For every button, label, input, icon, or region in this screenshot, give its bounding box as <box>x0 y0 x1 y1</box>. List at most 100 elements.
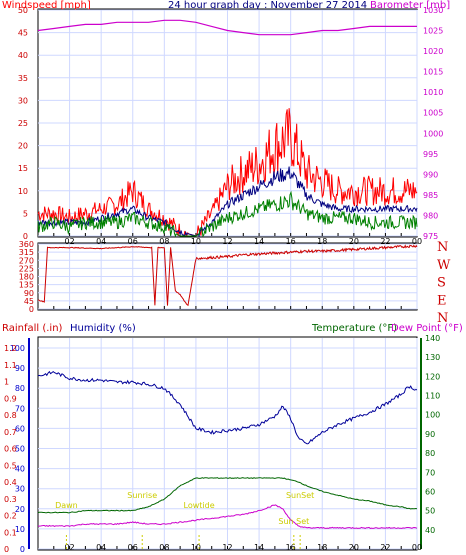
rainfall-tick-label: 0.2 <box>4 512 17 521</box>
series-layer <box>37 19 418 529</box>
winddir-tick-label: 0 <box>29 305 34 314</box>
grid-layer <box>28 9 422 550</box>
winddir-tick-label: 45 <box>24 297 34 306</box>
x-tick-label: 14 <box>254 237 264 246</box>
temperature-axis-label: Temperature (°F) <box>311 323 397 334</box>
rainfall-tick-label: 0.3 <box>4 495 17 504</box>
windspeed-tick-label: 30 <box>18 96 28 105</box>
x-tick-label: 00 <box>412 237 422 246</box>
barometer-tick-label: 975 <box>423 232 438 241</box>
humidity-tick-label: 20 <box>15 505 25 514</box>
windspeed-axis-label: Windspeed [mph] <box>2 0 91 11</box>
x-tick-label: 04 <box>96 237 106 246</box>
rainfall-tick-label: 1.1 <box>4 361 17 370</box>
winddir-tick-label: 225 <box>19 264 34 273</box>
windspeed-tick-label: 35 <box>18 74 28 83</box>
x-tick-label: 02 <box>64 543 74 552</box>
windspeed-tick-label: 25 <box>18 119 28 128</box>
x-tick-label: 18 <box>317 237 327 246</box>
x-tick-label: 02 <box>64 237 74 246</box>
x-tick-label: 08 <box>159 237 169 246</box>
barometer-tick-label: 1000 <box>423 129 443 138</box>
compass-label-n: N <box>437 311 448 326</box>
rainfall-tick-label: 0.4 <box>4 478 17 487</box>
x-tick-label: 08 <box>159 543 169 552</box>
humidity-tick-label: 40 <box>15 465 25 474</box>
windspeed-tick-label: 50 <box>18 6 28 15</box>
temperature-tick-label: 50 <box>425 507 435 516</box>
x-tick-label: 12 <box>222 237 232 246</box>
x-tick-label: 16 <box>286 237 296 246</box>
rainfall-tick-label: 0.7 <box>4 428 17 437</box>
temperature-tick-label: 110 <box>425 392 440 401</box>
windspeed-tick-label: 0 <box>23 232 28 241</box>
x-tick-label: 10 <box>191 543 201 552</box>
barometer-tick-label: 990 <box>423 170 438 179</box>
sun-events-layer: Dawn Sunrise Lowtide SunSet Sun Set <box>55 491 314 549</box>
temperature-tick-label: 140 <box>425 334 440 343</box>
temperature-line <box>37 477 418 514</box>
humidity-axis-label: Humidity (%) <box>70 323 136 334</box>
winddir-tick-label: 360 <box>19 240 34 249</box>
sun-event-label: Lowtide <box>184 501 215 510</box>
dewpoint-axis-label: Dew Point (°F) <box>391 323 463 334</box>
rainfall-tick-label: 0.8 <box>4 411 17 420</box>
rainfall-axis-label: Rainfall (.in) <box>2 323 63 334</box>
rainfall-tick-label: 1 <box>4 378 9 387</box>
humidity-tick-label: 10 <box>15 525 25 534</box>
winddir-tick-label: 270 <box>19 256 34 265</box>
temperature-tick-label: 70 <box>425 468 435 477</box>
barometer-tick-label: 1015 <box>423 68 443 77</box>
rainfall-tick-label: 0.1 <box>4 528 17 537</box>
winddir-tick-label: 90 <box>24 289 34 298</box>
chart-title: 24 hour graph day : November 27 2014 <box>168 0 367 11</box>
compass-label-w: W <box>437 258 451 273</box>
winddir-tick-label: 180 <box>19 273 34 282</box>
humidity-tick-label: 100 <box>10 344 25 353</box>
dewpoint-line <box>37 504 418 529</box>
rainfall-tick-label: 0 <box>4 545 9 554</box>
humidity-tick-label: 60 <box>15 424 25 433</box>
temperature-tick-label: 60 <box>425 487 435 496</box>
humidity-tick-label: 50 <box>15 445 25 454</box>
humidity-line <box>37 370 418 445</box>
temperature-tick-label: 130 <box>425 353 440 362</box>
barometer-tick-label: 980 <box>423 211 438 220</box>
x-tick-label: 14 <box>254 543 264 552</box>
winddir-tick-label: 315 <box>19 248 34 257</box>
rainfall-tick-label: 0.9 <box>4 394 17 403</box>
wind-max-line <box>37 108 418 237</box>
windspeed-tick-label: 15 <box>18 164 28 173</box>
compass-label-s: S <box>437 276 446 291</box>
humidity-tick-label: 30 <box>15 485 25 494</box>
tick-labels-layer: 0510152025303540455097598098599099510001… <box>4 6 451 554</box>
temperature-tick-label: 120 <box>425 372 440 381</box>
sun-event-label: Dawn <box>55 501 78 510</box>
x-tick-label: 00 <box>412 543 422 552</box>
compass-label-e: E <box>437 293 447 308</box>
x-tick-label: 20 <box>349 543 359 552</box>
barometer-tick-label: 1030 <box>423 6 443 15</box>
temperature-tick-label: 40 <box>425 526 435 535</box>
humidity-tick-label: 70 <box>15 404 25 413</box>
barometer-tick-label: 1025 <box>423 27 443 36</box>
rainfall-tick-label: 1.2 <box>4 344 17 353</box>
windspeed-tick-label: 40 <box>18 51 28 60</box>
x-tick-label: 04 <box>96 543 106 552</box>
barometer-tick-label: 1020 <box>423 47 443 56</box>
x-tick-label: 22 <box>380 543 390 552</box>
x-tick-label: 06 <box>128 237 138 246</box>
humidity-tick-label: 80 <box>15 384 25 393</box>
rainfall-tick-label: 0.6 <box>4 445 17 454</box>
windspeed-tick-label: 5 <box>23 209 28 218</box>
barometer-tick-label: 1010 <box>423 88 443 97</box>
windspeed-tick-label: 20 <box>18 142 28 151</box>
wind-direction-line <box>37 244 418 307</box>
wind-avg-green-line <box>37 190 418 238</box>
temperature-tick-label: 80 <box>425 449 435 458</box>
windspeed-tick-label: 45 <box>18 29 28 38</box>
barometer-tick-label: 985 <box>423 191 438 200</box>
x-tick-label: 16 <box>286 543 296 552</box>
